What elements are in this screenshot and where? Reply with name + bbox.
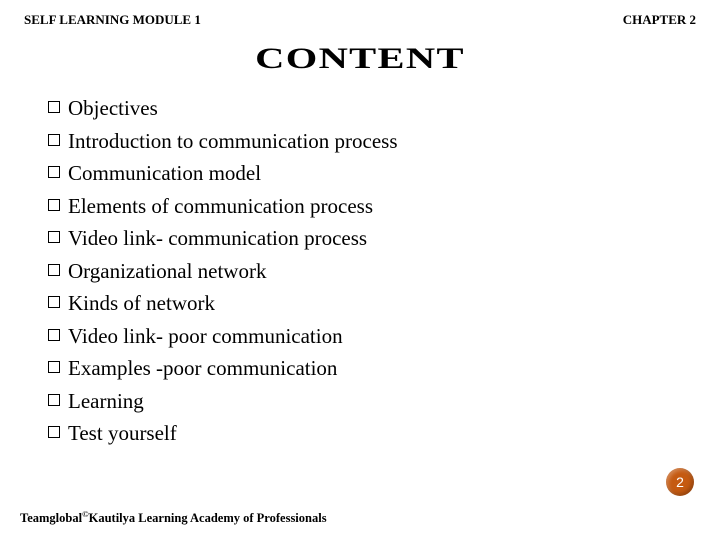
list-item: Video link- communication process bbox=[48, 222, 680, 255]
header-left: SELF LEARNING MODULE 1 bbox=[24, 12, 201, 28]
header-right: CHAPTER 2 bbox=[623, 12, 696, 28]
list-item: Communication model bbox=[48, 157, 680, 190]
footer-prefix: Teamglobal bbox=[20, 511, 82, 525]
list-item-label: Learning bbox=[68, 385, 680, 418]
square-bullet-icon bbox=[48, 426, 60, 438]
square-bullet-icon bbox=[48, 296, 60, 308]
square-bullet-icon bbox=[48, 166, 60, 178]
list-item: Learning bbox=[48, 385, 680, 418]
list-item: Examples -poor communication bbox=[48, 352, 680, 385]
list-item: Video link- poor communication bbox=[48, 320, 680, 353]
footer: Teamglobal©Kautilya Learning Academy of … bbox=[20, 509, 327, 526]
square-bullet-icon bbox=[48, 361, 60, 373]
header: SELF LEARNING MODULE 1 CHAPTER 2 bbox=[20, 12, 700, 28]
page-number-badge: 2 bbox=[666, 468, 694, 496]
square-bullet-icon bbox=[48, 329, 60, 341]
list-item-label: Video link- poor communication bbox=[68, 320, 680, 353]
square-bullet-icon bbox=[48, 199, 60, 211]
content-list: Objectives Introduction to communication… bbox=[20, 92, 700, 450]
list-item-label: Elements of communication process bbox=[68, 190, 680, 223]
list-item-label: Examples -poor communication bbox=[68, 352, 680, 385]
list-item: Organizational network bbox=[48, 255, 680, 288]
square-bullet-icon bbox=[48, 134, 60, 146]
list-item: Elements of communication process bbox=[48, 190, 680, 223]
list-item: Test yourself bbox=[48, 417, 680, 450]
list-item-label: Objectives bbox=[68, 92, 680, 125]
list-item-label: Video link- communication process bbox=[68, 222, 680, 255]
list-item: Objectives bbox=[48, 92, 680, 125]
list-item: Introduction to communication process bbox=[48, 125, 680, 158]
list-item-label: Test yourself bbox=[68, 417, 680, 450]
list-item-label: Organizational network bbox=[68, 255, 680, 288]
page-title: CONTENT bbox=[0, 42, 720, 76]
square-bullet-icon bbox=[48, 231, 60, 243]
list-item-label: Introduction to communication process bbox=[68, 125, 680, 158]
square-bullet-icon bbox=[48, 101, 60, 113]
list-item-label: Communication model bbox=[68, 157, 680, 190]
square-bullet-icon bbox=[48, 394, 60, 406]
list-item-label: Kinds of network bbox=[68, 287, 680, 320]
footer-suffix: Kautilya Learning Academy of Professiona… bbox=[89, 511, 327, 525]
slide-page: SELF LEARNING MODULE 1 CHAPTER 2 CONTENT… bbox=[0, 0, 720, 540]
list-item: Kinds of network bbox=[48, 287, 680, 320]
square-bullet-icon bbox=[48, 264, 60, 276]
